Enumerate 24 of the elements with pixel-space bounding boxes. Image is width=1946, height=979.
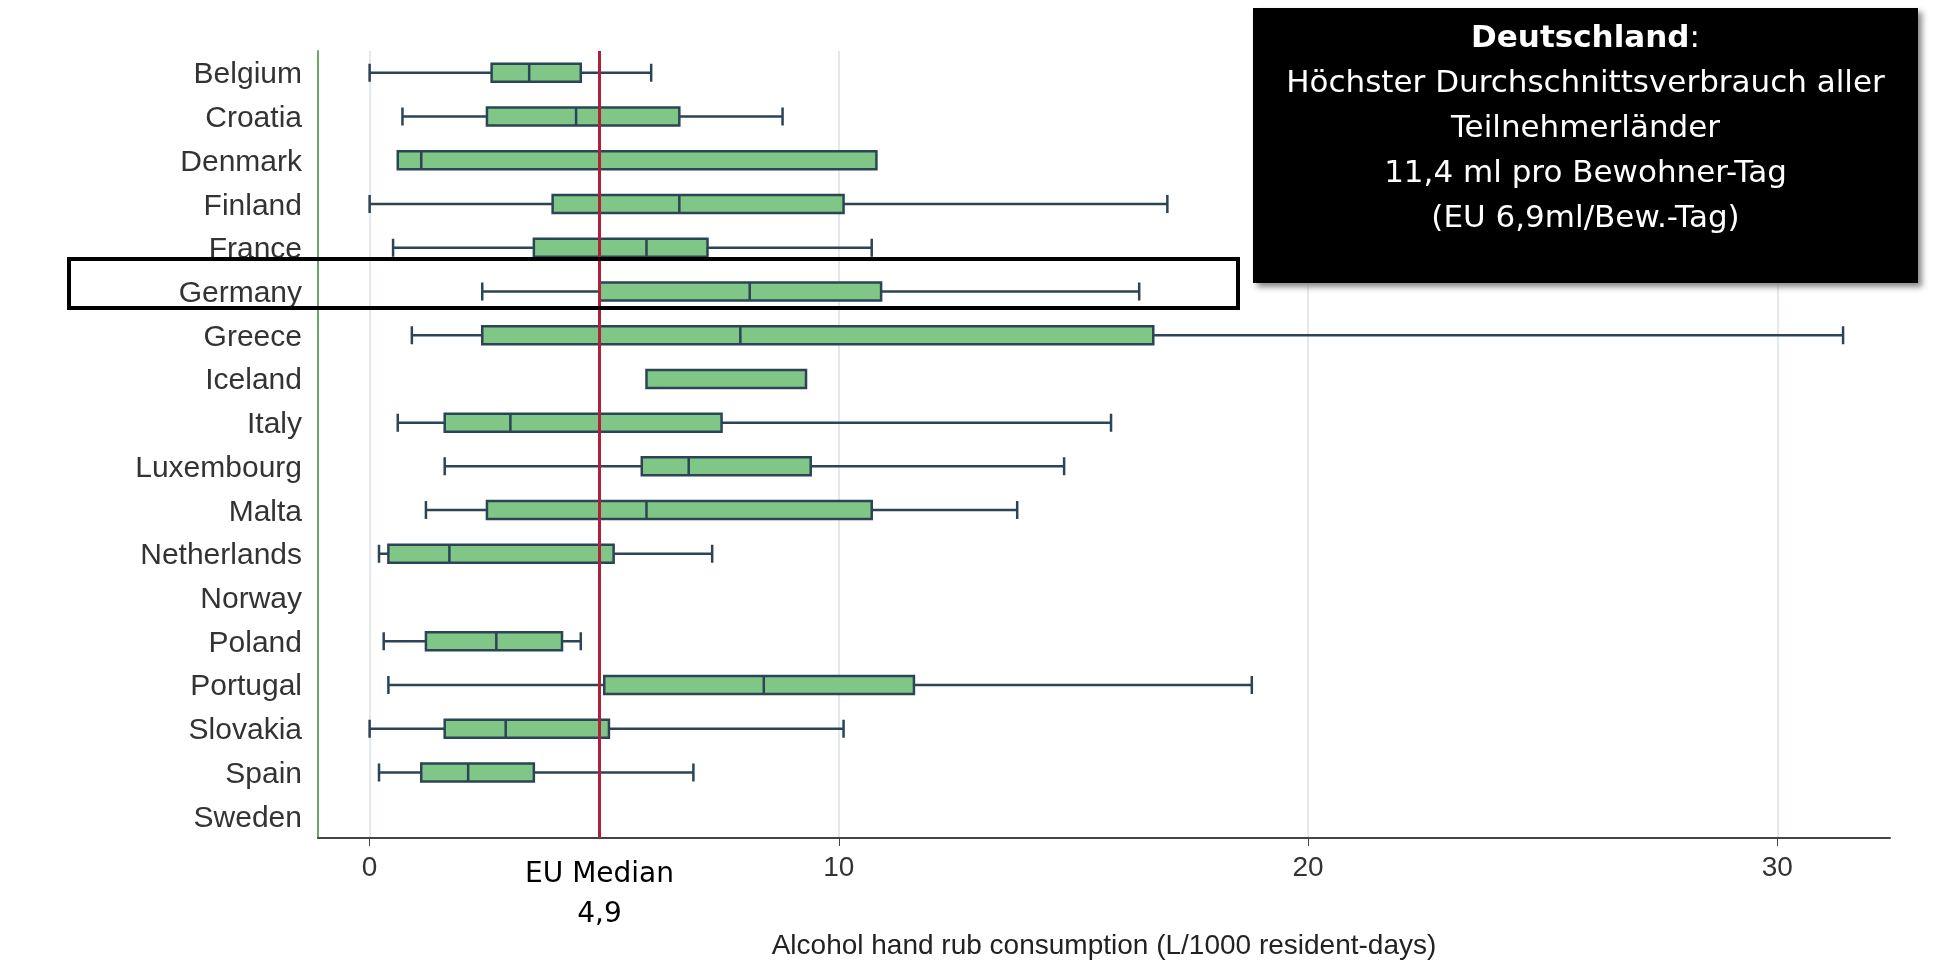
x-tick-label: 20 bbox=[1292, 850, 1324, 882]
y-tick-label: Spain bbox=[225, 755, 302, 789]
ref-line-label: EU Median 4,9 bbox=[525, 855, 675, 929]
annotation: Deutschland: Höchster Durchschnittsverbrauch aller Teilnehmerländer 11,4 ml pro Bewohner-Tag (EU 6,9ml/Bew.-Tag) bbox=[1285, 17, 1886, 236]
x-tick-label: 0 bbox=[361, 850, 378, 882]
y-tick-label: Portugal bbox=[190, 668, 302, 702]
x-tick-label: 30 bbox=[1761, 850, 1793, 882]
y-tick-label: Norway bbox=[200, 581, 302, 615]
y-tick-label: Greece bbox=[203, 318, 302, 352]
y-tick-label: Sweden bbox=[193, 799, 302, 833]
y-tick-label: Netherlands bbox=[140, 537, 302, 571]
y-tick-label: Germany bbox=[178, 274, 302, 308]
y-tick-label: Iceland bbox=[205, 362, 302, 396]
y-tick-label: Belgium bbox=[193, 56, 302, 90]
y-tick-label: Croatia bbox=[205, 100, 303, 134]
y-tick-label: Poland bbox=[208, 624, 302, 658]
y-tick-label: Denmark bbox=[180, 143, 303, 177]
y-tick-label: Luxembourg bbox=[135, 449, 302, 483]
y-tick-label: Slovakia bbox=[188, 712, 303, 746]
y-tick-label: Finland bbox=[203, 187, 302, 221]
x-axis-title: Alcohol hand rub consumption (L/1000 resident-days) bbox=[771, 928, 1437, 960]
x-tick-label: 10 bbox=[823, 850, 855, 882]
y-tick-label: Malta bbox=[228, 493, 303, 527]
y-tick-label: Italy bbox=[246, 406, 302, 440]
